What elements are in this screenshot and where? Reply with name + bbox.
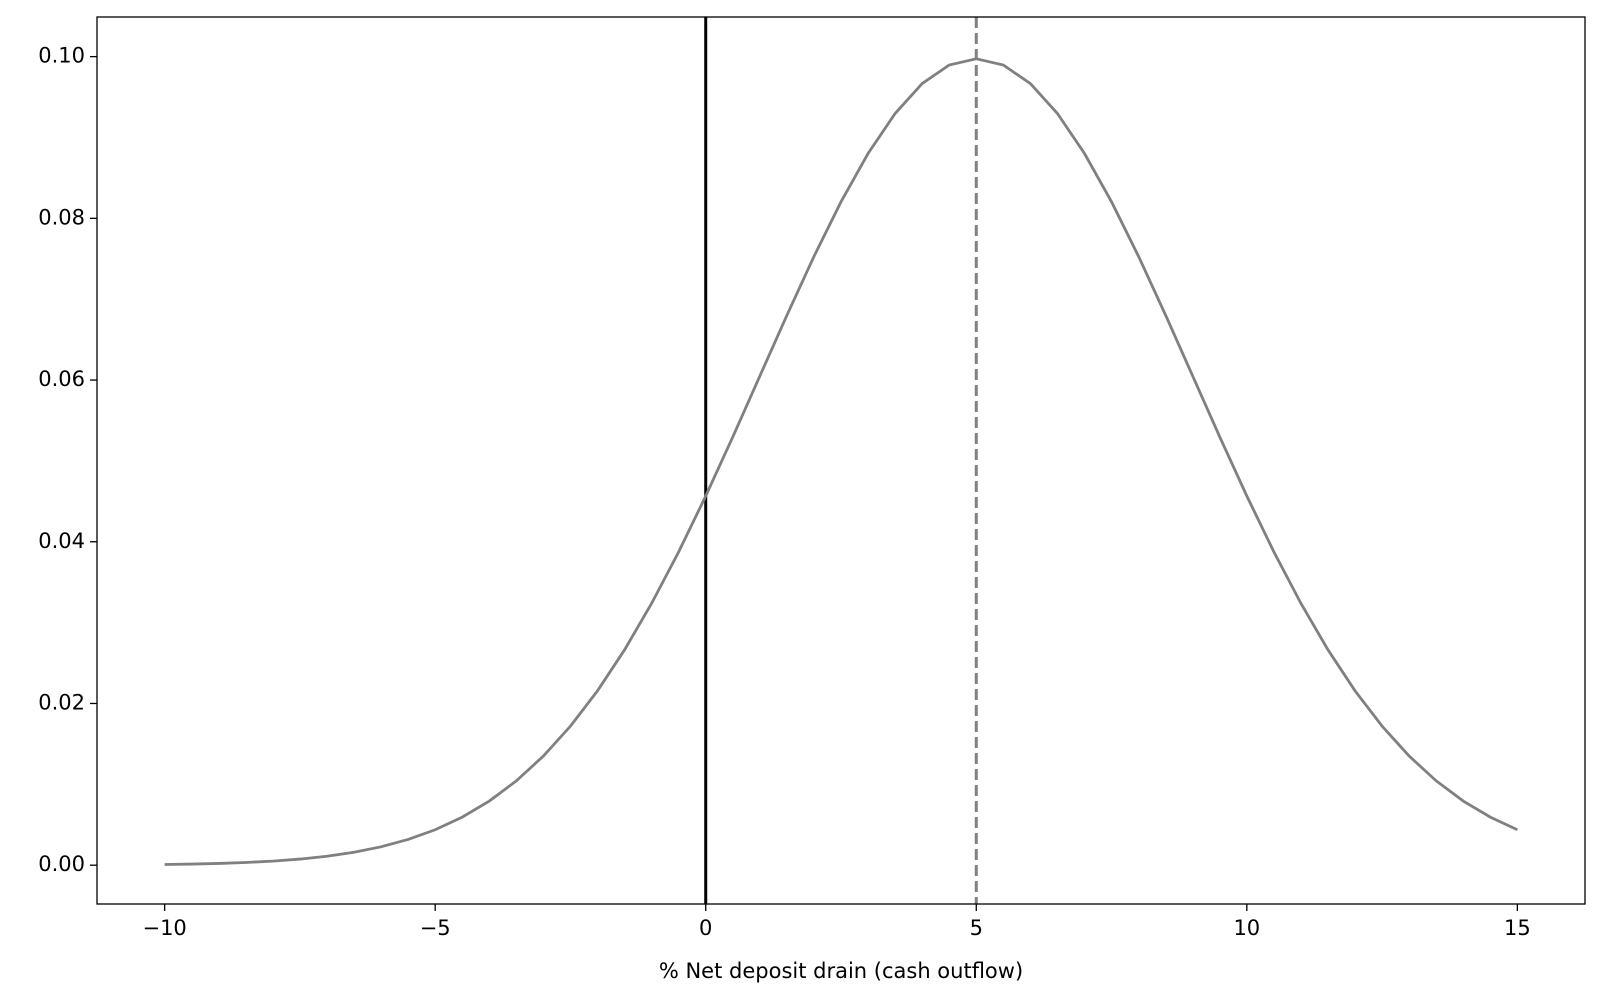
x-tick-label: 15	[1504, 916, 1531, 940]
y-tick-label: 0.10	[38, 44, 85, 68]
y-tick-label: 0.08	[38, 205, 85, 229]
x-tick-label: −10	[142, 916, 186, 940]
x-tick-label: 10	[1233, 916, 1260, 940]
x-tick-label: 0	[699, 916, 712, 940]
y-tick-label: 0.00	[38, 852, 85, 876]
y-tick-label: 0.04	[38, 529, 85, 553]
x-axis-label: % Net deposit drain (cash outflow)	[659, 959, 1023, 983]
y-tick-label: 0.06	[38, 367, 85, 391]
data-line	[164, 57, 1518, 866]
x-tick-label: 5	[970, 916, 983, 940]
y-tick-label: 0.02	[38, 690, 85, 714]
plot-frame	[96, 16, 1586, 905]
x-tick-label: −5	[420, 916, 451, 940]
